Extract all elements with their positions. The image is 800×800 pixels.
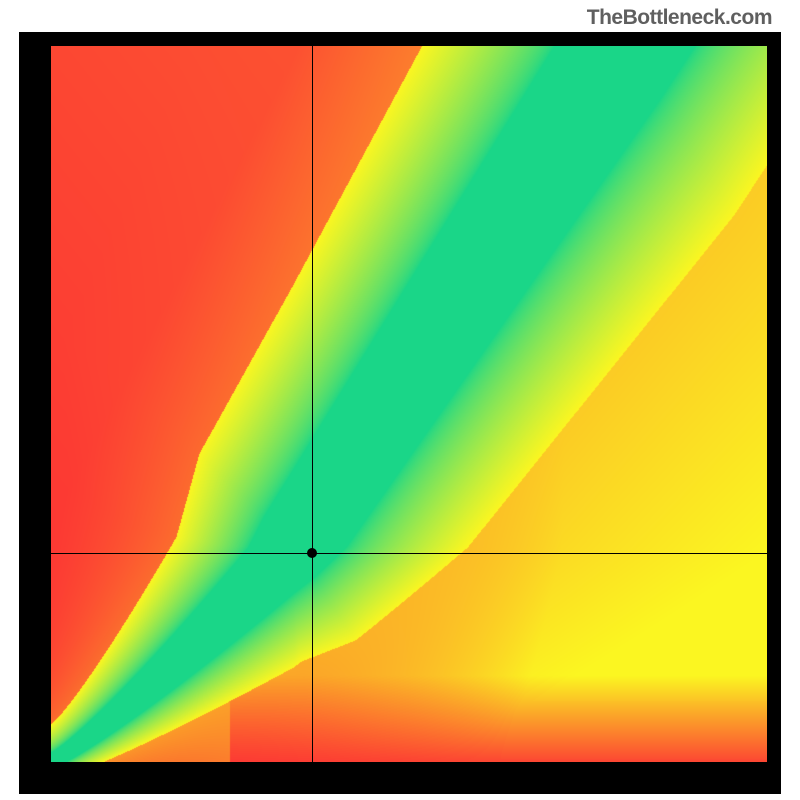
crosshair-horizontal [51,553,767,554]
marker-dot [307,548,317,558]
plot-frame [19,32,781,794]
crosshair-vertical [312,46,313,762]
figure-container: TheBottleneck.com [0,0,800,800]
attribution-label: TheBottleneck.com [587,6,772,30]
heatmap-canvas [51,46,767,762]
plot-area [51,46,767,762]
